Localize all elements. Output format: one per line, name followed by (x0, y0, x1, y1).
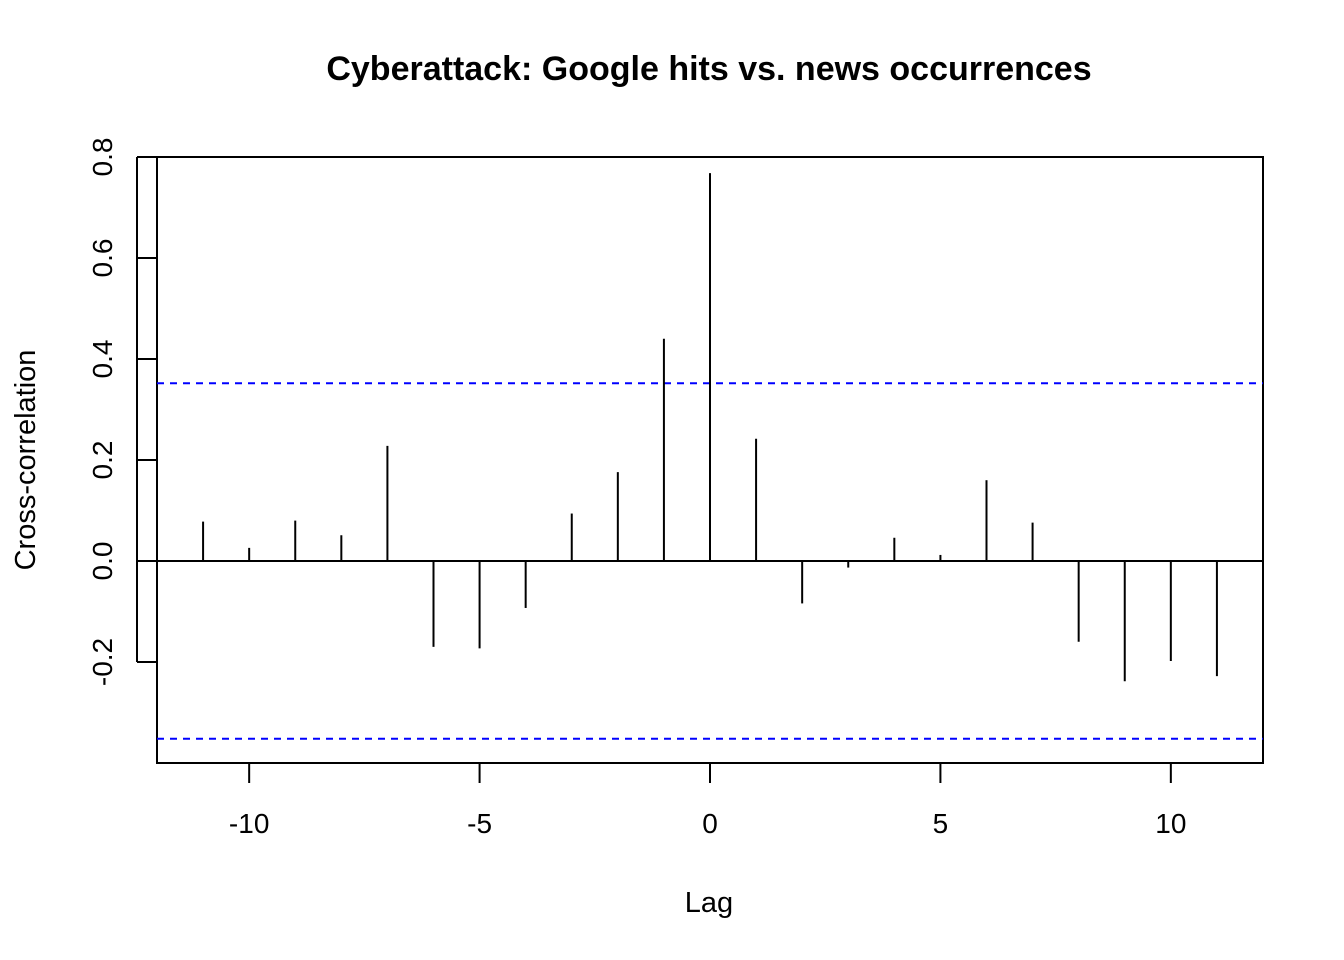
x-tick-label: -5 (467, 808, 492, 839)
x-tick-label: 0 (702, 808, 718, 839)
y-tick-label: 0.4 (87, 340, 118, 379)
x-axis: -10 -5 0 5 10 (229, 762, 1186, 839)
y-tick-label: -0.2 (87, 638, 118, 686)
y-tick-label: 0.8 (87, 138, 118, 177)
x-axis-label: Lag (685, 887, 733, 919)
x-tick-label: 5 (933, 808, 949, 839)
ccf-lines (157, 173, 1263, 740)
x-tick-label: 10 (1155, 808, 1186, 839)
y-axis-label: Cross-correlation (10, 350, 42, 571)
y-tick-label: 0.2 (87, 441, 118, 480)
y-axis: -0.2 0.0 0.2 0.4 0.6 0.8 (87, 138, 157, 686)
y-tick-label: 0.6 (87, 239, 118, 278)
chart-title: Cyberattack: Google hits vs. news occurr… (326, 50, 1091, 88)
y-tick-label: 0.0 (87, 542, 118, 581)
x-tick-label: -10 (229, 808, 269, 839)
